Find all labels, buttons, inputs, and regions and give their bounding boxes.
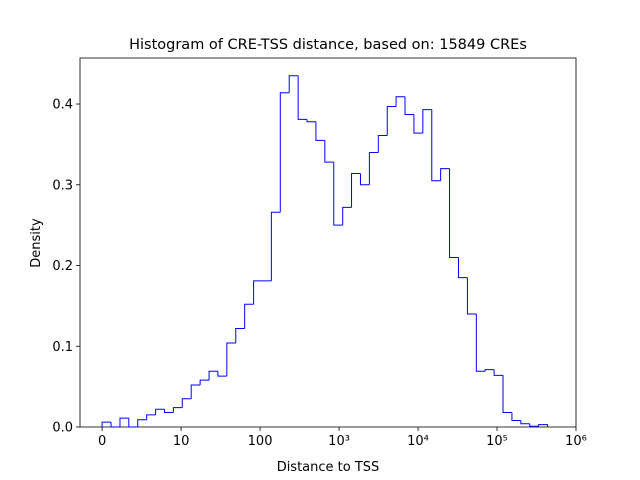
y-axis-label: Density <box>29 218 44 268</box>
histogram-step <box>422 109 432 134</box>
histogram-step <box>413 114 423 134</box>
plot-frame <box>79 57 577 428</box>
histogram-step <box>484 369 495 372</box>
histogram-step <box>270 211 281 281</box>
histogram-step <box>529 423 539 427</box>
x-tick-label: 10 <box>173 434 190 449</box>
histogram-step <box>368 151 379 185</box>
histogram-step <box>199 379 210 386</box>
histogram-step <box>146 414 156 420</box>
x-axis-label: Distance to TSS <box>277 460 380 475</box>
x-tick-label: 10³ <box>328 434 350 449</box>
histogram-step <box>306 119 316 123</box>
x-tick-label: 100 <box>248 434 273 449</box>
y-tick-label: 0.1 <box>52 340 73 355</box>
histogram-step <box>493 369 504 376</box>
histogram-step <box>155 408 165 415</box>
histogram-step <box>315 121 325 141</box>
histogram-step <box>440 168 450 181</box>
y-tick-label: 0.3 <box>52 178 73 193</box>
histogram-step <box>190 384 201 399</box>
y-tick-label: 0.0 <box>52 421 73 436</box>
histogram-step <box>110 422 120 428</box>
histogram-step <box>181 398 192 408</box>
x-tick-label: 10⁶ <box>565 434 587 449</box>
histogram-step <box>253 280 263 305</box>
histogram-step <box>279 92 290 213</box>
histogram-step <box>333 162 343 226</box>
histogram-step <box>395 96 406 107</box>
histogram-step <box>359 173 370 186</box>
histogram-step <box>502 375 512 413</box>
histogram-step <box>172 407 183 413</box>
histogram-step <box>101 421 112 427</box>
histogram-step <box>119 417 129 427</box>
histogram-step <box>324 140 334 163</box>
histogram-step <box>342 206 352 226</box>
histogram-step <box>226 342 236 377</box>
histogram-step <box>475 313 486 372</box>
histogram-step <box>466 277 477 315</box>
histogram-step <box>164 409 174 413</box>
y-tick-label: 0.4 <box>52 98 73 113</box>
histogram-step <box>208 370 218 381</box>
chart-title: Histogram of CRE-TSS distance, based on:… <box>129 37 527 53</box>
histogram-step <box>244 303 254 329</box>
y-tick-label: 0.2 <box>52 259 73 274</box>
histogram-step <box>520 420 530 425</box>
x-tick-label: 0 <box>98 434 106 449</box>
histogram-step <box>431 109 441 182</box>
histogram-step <box>297 75 307 120</box>
histogram-step <box>386 105 397 136</box>
histogram-step <box>377 135 388 153</box>
histogram-step <box>449 168 459 258</box>
histogram-step <box>128 418 138 428</box>
histogram-step <box>404 96 414 116</box>
histogram-step <box>137 419 147 427</box>
histogram-step <box>457 257 468 279</box>
histogram-step <box>235 327 245 344</box>
x-tick-label: 10⁵ <box>486 434 508 449</box>
histogram-step <box>538 424 549 427</box>
histogram-step <box>511 412 521 422</box>
histogram-step <box>217 371 227 377</box>
histogram-step <box>351 172 361 208</box>
histogram-step <box>288 75 299 93</box>
x-tick-label: 10⁴ <box>407 434 429 449</box>
